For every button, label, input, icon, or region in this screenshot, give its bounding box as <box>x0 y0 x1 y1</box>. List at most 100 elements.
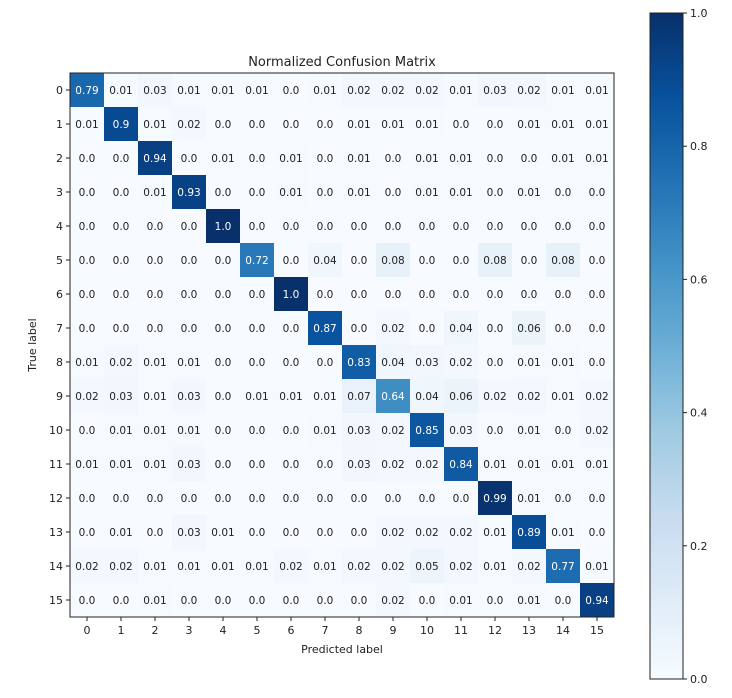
heatmap-cell <box>580 107 615 142</box>
heatmap-cell <box>104 311 139 346</box>
heatmap-cell <box>308 413 343 448</box>
cell-value-label: 0.0 <box>283 85 300 97</box>
heatmap-cell <box>240 73 275 108</box>
heatmap-cell <box>478 311 513 346</box>
heatmap-cell <box>206 481 241 516</box>
heatmap-cell <box>410 413 445 448</box>
heatmap-cell <box>580 311 615 346</box>
heatmap-cell <box>274 583 309 618</box>
cell-value-label: 0.0 <box>521 289 538 301</box>
cell-value-label: 0.01 <box>483 561 506 573</box>
heatmap-cell <box>376 549 411 584</box>
heatmap-cell <box>274 379 309 414</box>
heatmap-cell <box>410 379 445 414</box>
cell-value-label: 0.0 <box>113 221 130 233</box>
cell-value-label: 0.0 <box>555 187 572 199</box>
heatmap-cell <box>104 549 139 584</box>
heatmap-cell <box>444 481 479 516</box>
cell-value-label: 0.01 <box>483 459 506 471</box>
heatmap-cell <box>172 447 207 482</box>
cell-value-label: 0.0 <box>317 527 334 539</box>
cell-value-label: 0.01 <box>313 391 336 403</box>
cell-value-label: 0.0 <box>215 595 232 607</box>
x-axis-ticks: 0 1 2 3 4 5 6 7 8 9 10 11 12 13 14 15 <box>84 617 604 637</box>
heatmap-cell <box>274 311 309 346</box>
heatmap-cell <box>172 345 207 380</box>
heatmap-cell <box>240 413 275 448</box>
cell-value-label: 0.01 <box>347 119 370 131</box>
heatmap-cell <box>138 345 173 380</box>
cell-value-label: 0.03 <box>449 425 472 437</box>
heatmap-cell <box>546 515 581 550</box>
cell-value-label: 0.01 <box>415 187 438 199</box>
heatmap-cell <box>376 175 411 210</box>
heatmap-cell <box>104 379 139 414</box>
heatmap-cell <box>512 73 547 108</box>
heatmap-cell <box>478 481 513 516</box>
heatmap-cell <box>512 481 547 516</box>
heatmap-cell <box>206 379 241 414</box>
heatmap-cell <box>512 583 547 618</box>
cell-value-label: 0.0 <box>249 323 266 335</box>
colorbar-tick-label: 1.0 <box>690 7 708 20</box>
cell-value-label: 0.03 <box>109 391 132 403</box>
heatmap-cell <box>478 549 513 584</box>
heatmap-cell <box>546 345 581 380</box>
heatmap-cell <box>240 141 275 176</box>
cell-value-label: 0.02 <box>517 561 540 573</box>
heatmap-cell <box>138 175 173 210</box>
heatmap-cell <box>580 481 615 516</box>
cell-value-label: 0.01 <box>551 391 574 403</box>
heatmap-cell <box>240 209 275 244</box>
cell-value-label: 0.0 <box>283 323 300 335</box>
cell-value-label: 0.02 <box>75 561 98 573</box>
cell-value-label: 0.0 <box>351 323 368 335</box>
cell-value-label: 0.0 <box>487 289 504 301</box>
heatmap-cell <box>70 447 105 482</box>
cell-value-label: 0.08 <box>483 255 506 267</box>
heatmap-cell <box>478 141 513 176</box>
cell-value-label: 0.01 <box>109 459 132 471</box>
cell-value-label: 0.0 <box>419 255 436 267</box>
heatmap-cell <box>274 345 309 380</box>
cell-value-label: 0.02 <box>381 561 404 573</box>
heatmap-cell <box>240 379 275 414</box>
cell-value-label: 0.0 <box>215 255 232 267</box>
y-tick-label: 11 <box>49 458 63 471</box>
cell-value-label: 0.0 <box>589 493 606 505</box>
heatmap-cell <box>376 277 411 312</box>
x-tick-label: 13 <box>522 624 536 637</box>
cell-value-label: 0.0 <box>147 493 164 505</box>
cell-value-label: 0.0 <box>79 595 96 607</box>
heatmap-cell <box>172 481 207 516</box>
heatmap-cell <box>172 277 207 312</box>
cell-value-label: 0.02 <box>585 391 608 403</box>
heatmap-cell <box>342 107 377 142</box>
cell-value-label: 0.0 <box>113 153 130 165</box>
heatmap-cell <box>138 311 173 346</box>
x-axis-title: Predicted label <box>301 643 383 656</box>
y-tick-label: 9 <box>56 390 63 403</box>
cell-value-label: 0.0 <box>79 255 96 267</box>
cell-value-label: 0.0 <box>385 289 402 301</box>
heatmap-cell <box>546 141 581 176</box>
heatmap-cell <box>444 379 479 414</box>
y-tick-label: 12 <box>49 492 63 505</box>
heatmap-cell <box>512 447 547 482</box>
cell-value-label: 0.02 <box>517 391 540 403</box>
cell-value-label: 0.0 <box>215 323 232 335</box>
cell-value-label: 0.0 <box>249 221 266 233</box>
cell-value-label: 0.04 <box>313 255 337 267</box>
heatmap-cell <box>444 311 479 346</box>
cell-value-label: 0.02 <box>177 119 200 131</box>
heatmap-cell <box>478 209 513 244</box>
cell-value-label: 0.02 <box>381 85 404 97</box>
heatmap-cell <box>240 515 275 550</box>
cell-value-label: 0.0 <box>249 493 266 505</box>
cell-value-label: 0.85 <box>415 425 438 437</box>
heatmap-cell <box>138 413 173 448</box>
cell-value-label: 0.01 <box>551 357 574 369</box>
heatmap-cell <box>410 311 445 346</box>
cell-value-label: 0.05 <box>415 561 438 573</box>
heatmap-cell <box>580 141 615 176</box>
